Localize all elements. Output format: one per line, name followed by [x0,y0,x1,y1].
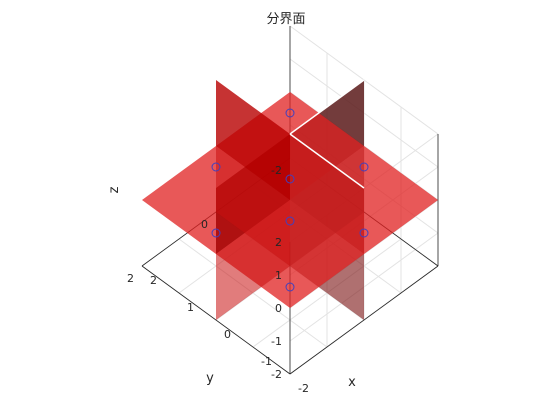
plane-surfaces [142,80,438,320]
z-tick-label: 1 [275,269,282,282]
z-tick-label: 2 [275,236,282,249]
x-tick-label: 2 [150,274,157,287]
z-tick-label: 0 [275,302,282,315]
x-tick-label: 1 [187,301,194,314]
z-tick-label: -1 [271,335,282,348]
x-tick-label: -2 [298,382,309,395]
z-tick-label: -2 [271,368,282,381]
y-axis-label: y [206,371,214,386]
x-tick-label: 0 [224,328,231,341]
y-tick-label: 2 [127,272,134,285]
z-axis-label: z [107,186,122,193]
y-tick-label: 0 [201,218,208,231]
chart-title: 分界面 [266,12,305,27]
x-axis-label: x [348,375,356,390]
y-tick-label: -2 [271,164,282,177]
x-tick-label: -1 [261,355,272,368]
